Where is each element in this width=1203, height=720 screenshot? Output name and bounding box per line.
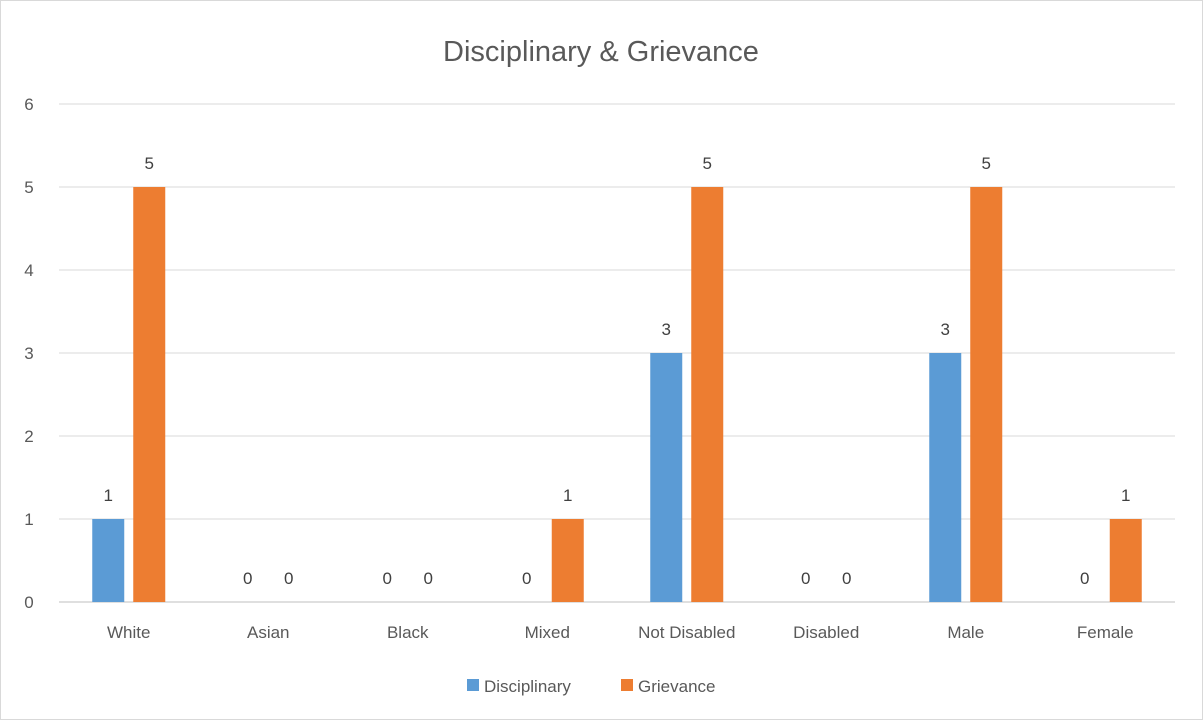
data-label: 0 bbox=[243, 569, 252, 588]
data-label: 5 bbox=[145, 154, 154, 173]
y-tick-label: 2 bbox=[24, 427, 33, 446]
bar-disciplinary-male bbox=[929, 353, 962, 602]
bar-grievance-white bbox=[133, 187, 166, 602]
y-tick-label: 0 bbox=[24, 593, 33, 612]
bar-grievance-male bbox=[970, 187, 1003, 602]
data-label: 3 bbox=[941, 320, 950, 339]
bar-grievance-not-disabled bbox=[691, 187, 724, 602]
y-tick-label: 6 bbox=[24, 95, 33, 114]
legend-label-grievance: Grievance bbox=[638, 677, 715, 696]
chart-title: Disciplinary & Grievance bbox=[443, 36, 759, 68]
legend: Disciplinary Grievance bbox=[467, 677, 715, 696]
data-label: 3 bbox=[662, 320, 671, 339]
y-tick-label: 1 bbox=[24, 510, 33, 529]
legend-swatch-disciplinary bbox=[467, 679, 479, 691]
data-label: 1 bbox=[563, 486, 572, 505]
data-label: 0 bbox=[842, 569, 851, 588]
x-tick-label: White bbox=[107, 623, 150, 642]
data-label: 5 bbox=[982, 154, 991, 173]
bar-disciplinary-not-disabled bbox=[650, 353, 683, 602]
bar-grievance-mixed bbox=[551, 519, 584, 602]
data-label: 1 bbox=[104, 486, 113, 505]
x-tick-label: Disabled bbox=[793, 623, 859, 642]
data-label: 1 bbox=[1121, 486, 1130, 505]
y-tick-label: 5 bbox=[24, 178, 33, 197]
data-label: 0 bbox=[522, 569, 531, 588]
gridlines bbox=[59, 103, 1175, 603]
data-labels: 1 5 0 0 0 0 0 1 3 5 0 0 3 5 0 1 bbox=[104, 154, 1131, 588]
bars bbox=[92, 187, 1142, 602]
bar-disciplinary-white bbox=[92, 519, 125, 602]
y-tick-label: 4 bbox=[24, 261, 33, 280]
x-tick-label: Asian bbox=[247, 623, 290, 642]
x-tick-label: Black bbox=[387, 623, 429, 642]
x-tick-label: Mixed bbox=[525, 623, 570, 642]
data-label: 0 bbox=[1080, 569, 1089, 588]
bar-grievance-female bbox=[1109, 519, 1142, 602]
x-tick-label: Male bbox=[947, 623, 984, 642]
data-label: 0 bbox=[284, 569, 293, 588]
legend-swatch-grievance bbox=[621, 679, 633, 691]
x-tick-label: Not Disabled bbox=[638, 623, 735, 642]
y-axis-ticks: 0 1 2 3 4 5 6 bbox=[24, 95, 33, 612]
data-label: 0 bbox=[424, 569, 433, 588]
x-tick-label: Female bbox=[1077, 623, 1134, 642]
data-label: 0 bbox=[801, 569, 810, 588]
x-axis-ticks: White Asian Black Mixed Not Disabled Disabled… bbox=[107, 623, 1134, 642]
data-label: 0 bbox=[383, 569, 392, 588]
legend-label-disciplinary: Disciplinary bbox=[484, 677, 571, 696]
y-tick-label: 3 bbox=[24, 344, 33, 363]
data-label: 5 bbox=[703, 154, 712, 173]
